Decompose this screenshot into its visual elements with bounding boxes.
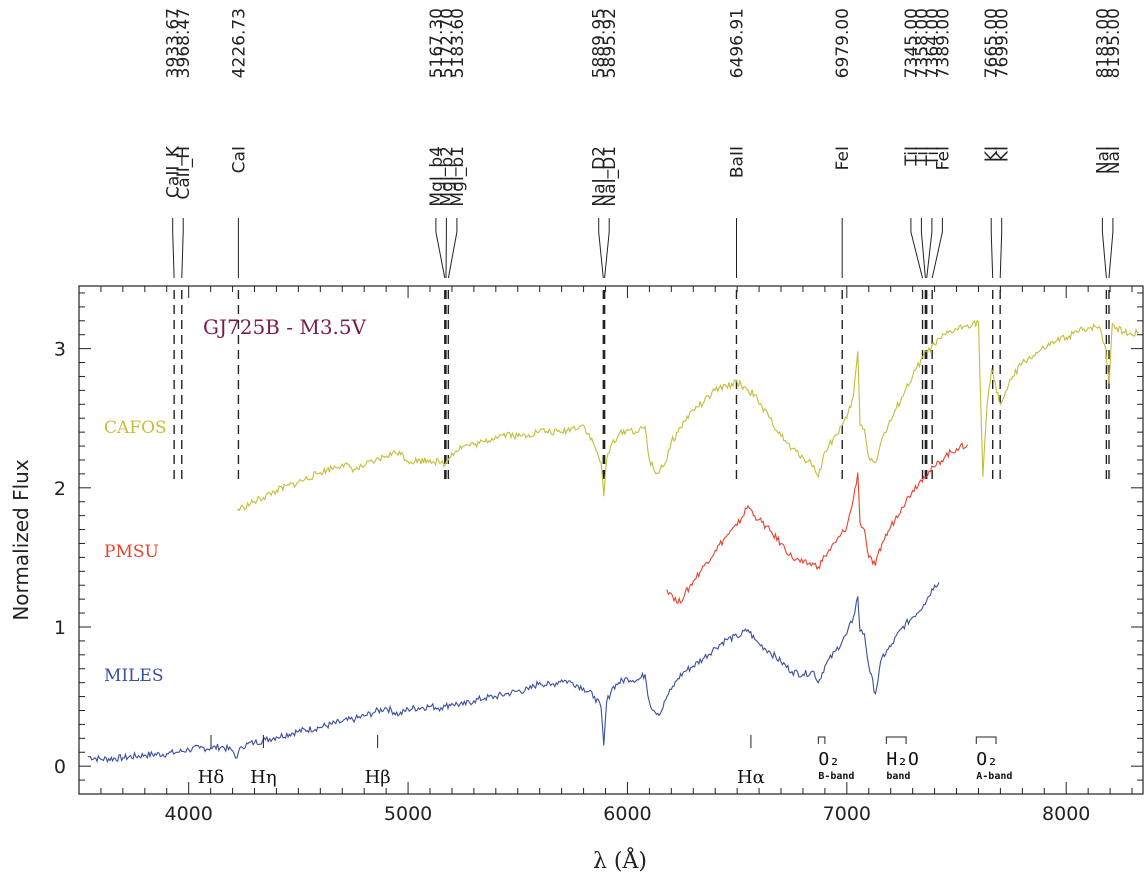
line-connector: [604, 218, 610, 279]
wavelength-label: 5889.95: [590, 8, 610, 78]
line-connector: [931, 218, 943, 279]
y-tick-label: 2: [54, 478, 66, 500]
ion-label: CaII_H: [174, 146, 194, 200]
band-label: H₂O: [886, 749, 919, 770]
y-axis-label: Normalized Flux: [9, 459, 33, 621]
ion-label: MgI_b4: [427, 146, 447, 207]
line-connector: [447, 218, 458, 279]
band-bracket: [975, 736, 997, 744]
wavelength-label: 5172.70: [437, 8, 457, 78]
line-connector: [920, 218, 926, 279]
line-connector: [926, 218, 933, 279]
wavelength-label: 3968.47: [174, 8, 194, 78]
wavelength-label: 7345.00: [902, 8, 922, 78]
ion-label: NaI_D2: [590, 146, 610, 207]
line-connector: [598, 218, 604, 279]
ion-label: FeI: [933, 146, 953, 170]
ion-label: NaI_D1: [600, 146, 620, 207]
ion-label: CaII_K: [164, 145, 184, 198]
plot-frame: [78, 285, 1144, 795]
line-connector: [435, 218, 446, 279]
x-tick-label: 8000: [1042, 803, 1090, 825]
line-connector: [1101, 218, 1107, 279]
series-group: [87, 319, 1139, 764]
feature-label: Hδ: [198, 767, 225, 788]
ion-label: KI: [993, 146, 1013, 162]
wavelength-label: 5895.92: [600, 8, 620, 78]
x-tick-label: 4000: [165, 803, 213, 825]
series-line-pmsu: [666, 442, 968, 605]
y-tick-label: 0: [54, 756, 66, 778]
series-line-cafos: [236, 319, 1139, 512]
x-tick-label: 7000: [823, 803, 871, 825]
wavelength-label: 3933.67: [164, 8, 184, 78]
y-tick-label: 3: [54, 339, 66, 361]
ion-label: MgI_b2: [437, 146, 457, 207]
x-tick-label: 5000: [384, 803, 432, 825]
line-connector: [181, 218, 184, 279]
feature-label: Hβ: [365, 767, 391, 788]
wavelength-label: 5183.60: [448, 8, 468, 78]
wavelength-label: 6496.91: [728, 8, 748, 78]
line-position-markers: [173, 290, 1110, 480]
x-tick-label: 6000: [603, 803, 651, 825]
ion-label: FeI: [833, 146, 853, 170]
line-connector: [999, 218, 1003, 279]
wavelength-label: 8183.00: [1093, 8, 1113, 78]
line-connector: [990, 218, 994, 279]
ion-label: CaI: [229, 146, 249, 173]
ion-label: MgI_b1: [448, 146, 468, 207]
wavelength-label: 7389.00: [933, 8, 953, 78]
y-tick-label: 1: [54, 617, 66, 639]
axis-ticks: 4000 5000 6000 7000 8000 0 1 2 3: [54, 286, 1143, 825]
feature-label: Hη: [250, 767, 276, 788]
band-label: O₂: [976, 749, 998, 770]
line-connector: [1108, 218, 1114, 279]
line-connector: [910, 218, 923, 279]
series-line-miles: [87, 582, 940, 764]
wavelength-label: 4226.73: [229, 8, 249, 78]
wavelength-label: 7665.00: [982, 8, 1002, 78]
band-sublabel: B-band: [818, 771, 854, 782]
chart-title: GJ725B - M3.5V: [203, 315, 367, 339]
ion-label: TiI: [923, 146, 943, 167]
ion-label: TiI: [912, 146, 932, 167]
ion-label: NaI: [1104, 146, 1124, 174]
ion-label: NaI: [1093, 146, 1113, 174]
ion-label: TiI: [902, 146, 922, 167]
band-sublabel: A-band: [976, 771, 1012, 782]
series-label-pmsu: PMSU: [104, 542, 159, 562]
wavelength-label: 6979.00: [833, 8, 853, 78]
series-label-miles: MILES: [104, 666, 163, 686]
x-axis-label: λ (Å): [593, 846, 647, 874]
wavelength-label: 7699.00: [993, 8, 1013, 78]
wavelength-label: 7358.00: [912, 8, 932, 78]
band-bracket: [885, 736, 907, 744]
ion-label: BaII: [728, 146, 748, 178]
series-label-cafos: CAFOS: [104, 418, 167, 438]
wavelength-label: 7364.00: [923, 8, 943, 78]
band-sublabel: band: [886, 771, 910, 782]
line-connector: [172, 218, 175, 279]
band-label: O₂: [818, 749, 840, 770]
ion-label: KI: [982, 146, 1002, 162]
feature-label: Hα: [737, 767, 765, 788]
top-line-identifications: 3933.67 CaII_K 3968.47 CaII_H 4226.73 CaI 5167…: [164, 8, 1124, 279]
wavelength-label: 5167.30: [427, 8, 447, 78]
wavelength-label: 8195.00: [1104, 8, 1124, 78]
band-bracket: [817, 736, 826, 744]
